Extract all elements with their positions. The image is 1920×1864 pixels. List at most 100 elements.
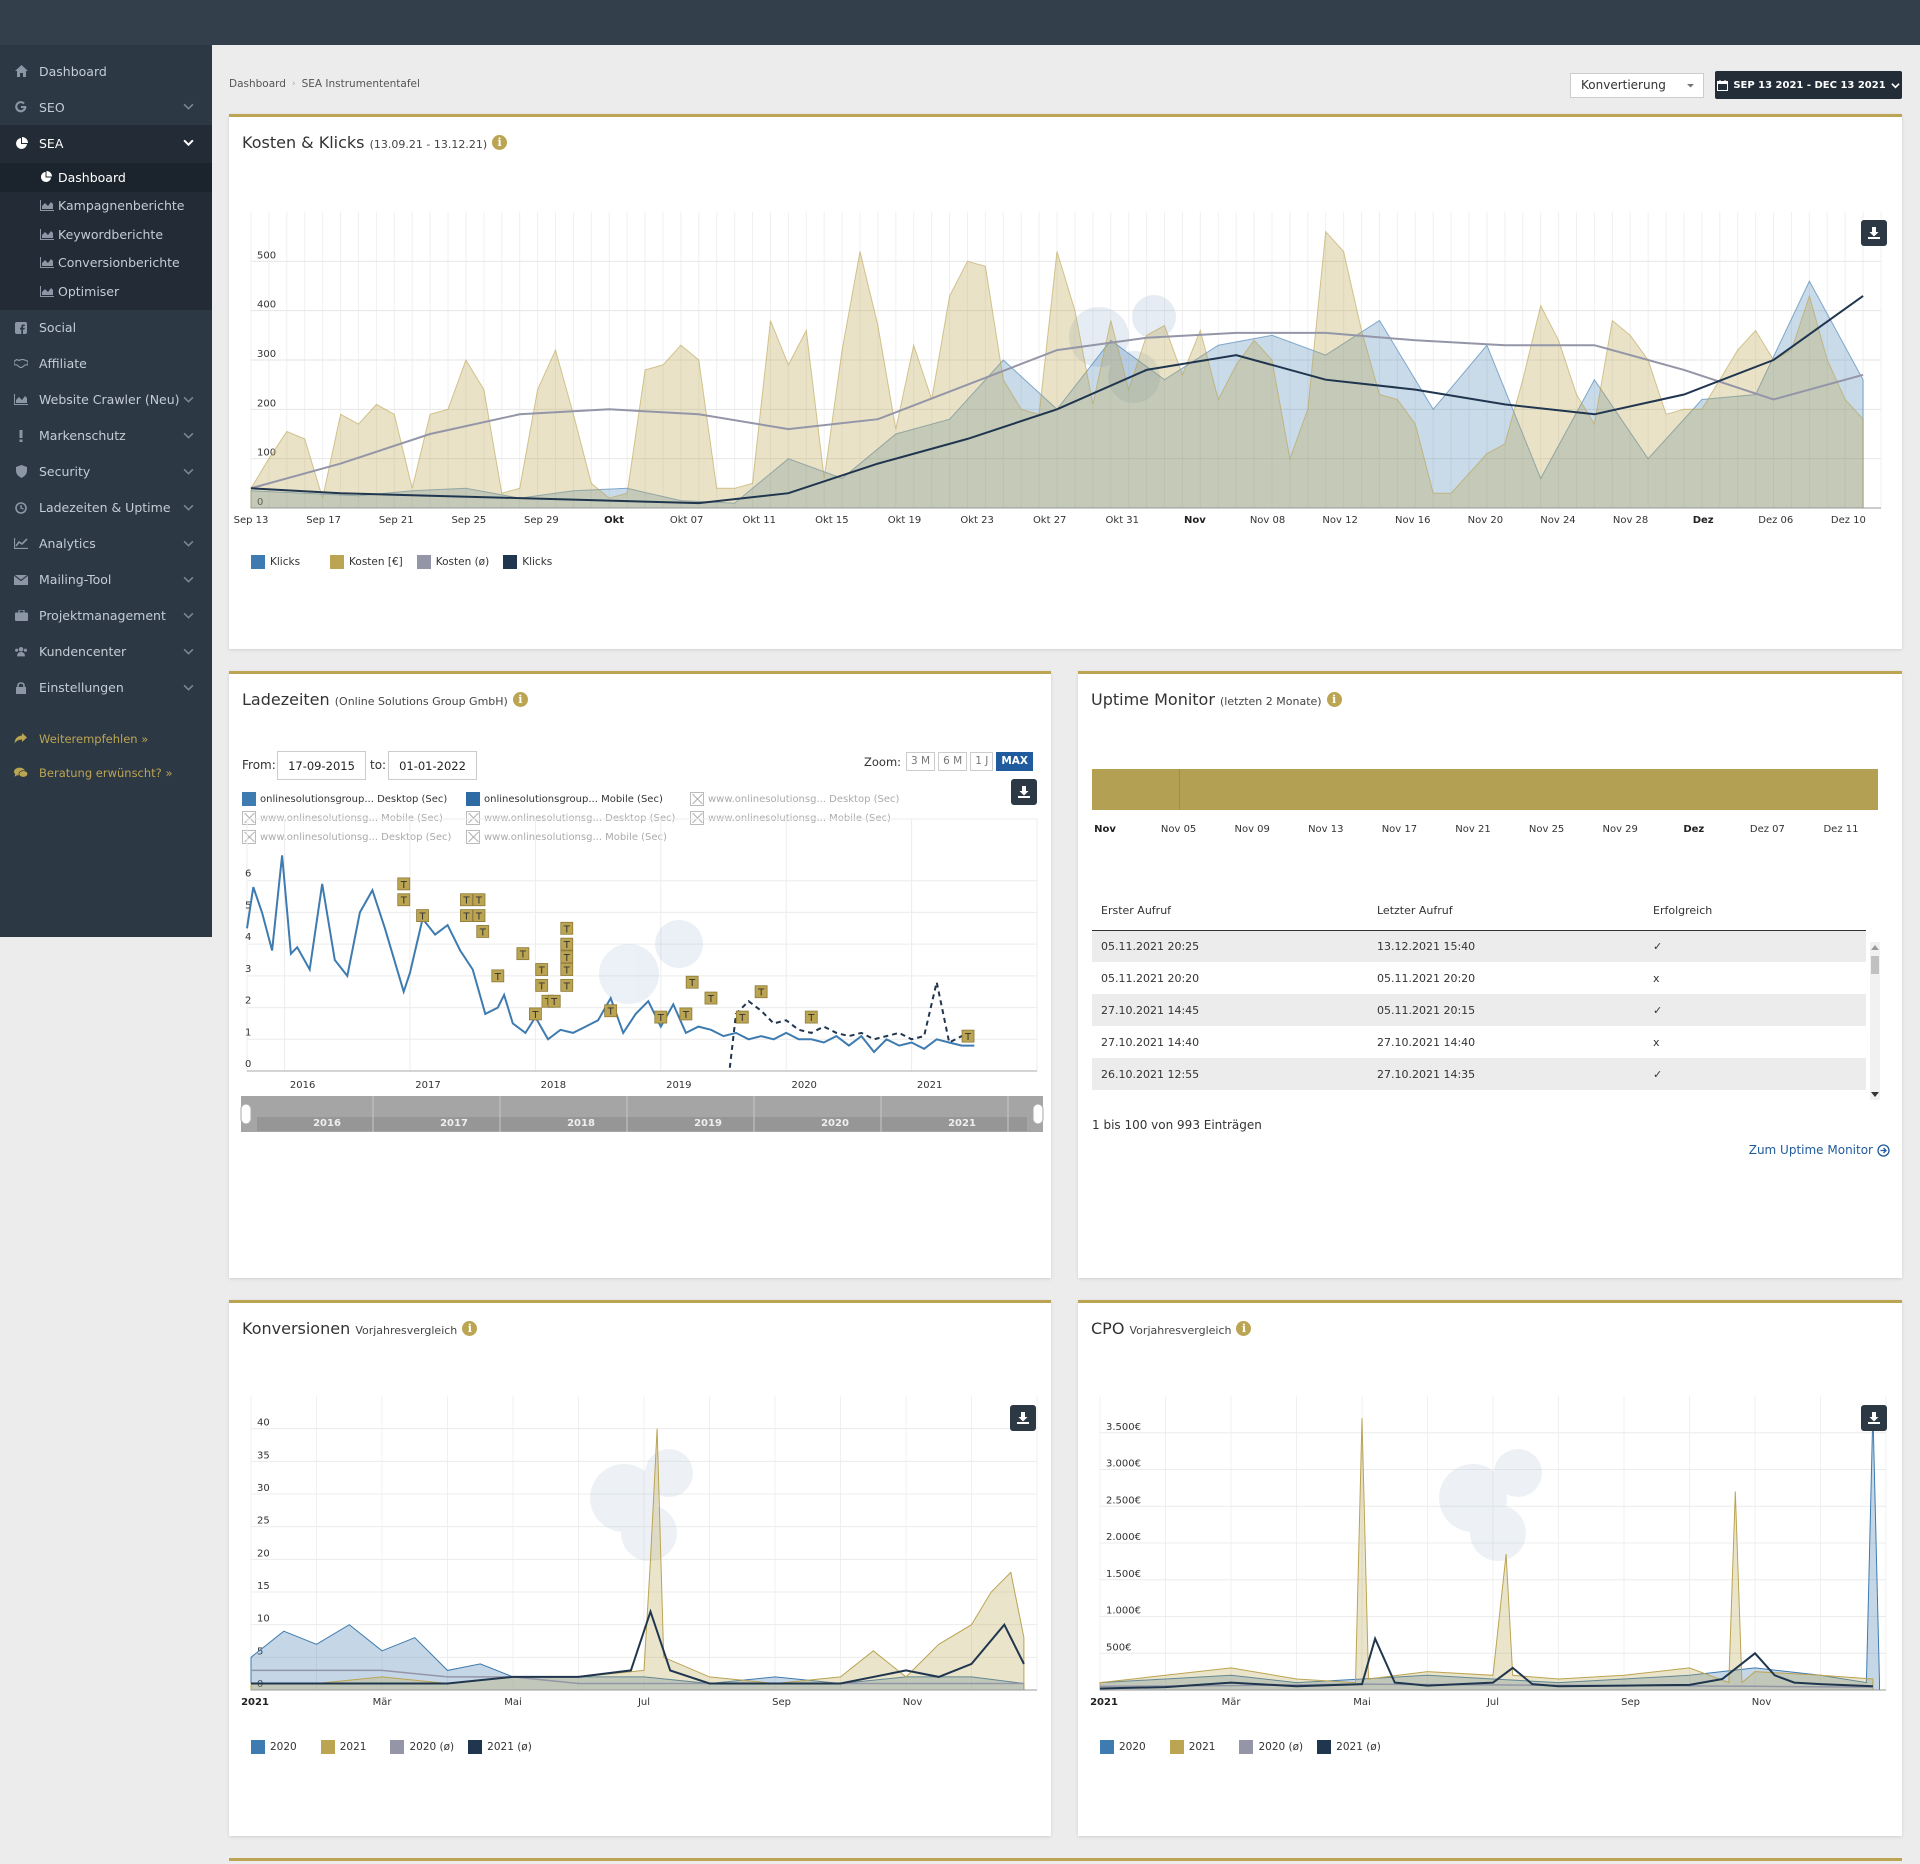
zoom-1j-button[interactable]: 1 J <box>970 752 994 771</box>
sidebar-item-sea[interactable]: SEA <box>0 125 212 161</box>
scroll-up-icon[interactable] <box>1871 944 1879 950</box>
legend-label: www.onlinesolutionsg... Desktop (Sec) <box>260 831 452 843</box>
event-flag-label: T <box>494 972 502 983</box>
legend-item-kosten[interactable]: Kosten [€] <box>330 555 403 569</box>
y-tick-label: 1.500€ <box>1106 1569 1141 1580</box>
info-icon[interactable]: i <box>1326 692 1342 707</box>
y-tick-label: 500€ <box>1106 1642 1131 1653</box>
chevron-down-icon <box>183 540 194 547</box>
submenu-item-dashboard[interactable]: Dashboard <box>0 163 212 192</box>
sidebar-item-label: Analytics <box>39 536 96 551</box>
table-row: 05.11.2021 20:25 13.12.2021 15:40 ✓ <box>1092 930 1866 962</box>
zoom-max-button[interactable]: MAX <box>996 752 1033 771</box>
x-tick-label: Okt 23 <box>960 515 994 526</box>
sea-submenu: Dashboard Kampagnenberichte Keywordberic… <box>0 161 212 310</box>
from-date-input[interactable]: 17-09-2015 <box>277 751 366 780</box>
download-button[interactable] <box>1861 1405 1887 1431</box>
legend-item-2020[interactable]: 2020 <box>1100 1740 1146 1754</box>
event-flag-label: T <box>563 924 571 935</box>
facebook-icon <box>14 321 28 335</box>
download-button[interactable] <box>1011 779 1037 805</box>
sidebar-item-seo[interactable]: SEO <box>0 89 212 125</box>
timeline-tick-label: Nov 29 <box>1602 824 1637 835</box>
legend-item-2020-avg[interactable]: 2020 (ø) <box>390 1740 454 1754</box>
legend-item-disabled[interactable]: www.onlinesolutionsg... Desktop (Sec) <box>466 811 675 825</box>
comments-icon <box>14 767 28 779</box>
zoom-3m-button[interactable]: 3 M <box>906 752 936 771</box>
column-header-erster-aufruf[interactable]: Erster Aufruf <box>1092 892 1368 931</box>
submenu-item-label: Kampagnenberichte <box>58 198 185 214</box>
x-tick-label: 2016 <box>290 1080 315 1091</box>
download-button[interactable] <box>1010 1405 1036 1431</box>
area-chart-icon <box>40 200 54 212</box>
submenu-item-conversionberichte[interactable]: Conversionberichte <box>0 249 212 278</box>
legend-item-disabled[interactable]: www.onlinesolutionsg... Desktop (Sec) <box>242 830 451 844</box>
zoom-6m-button[interactable]: 6 M <box>938 752 968 771</box>
event-flag-label: T <box>563 981 571 992</box>
event-flag <box>560 937 574 951</box>
sidebar-item-einstellungen[interactable]: Einstellungen <box>0 670 212 706</box>
recommend-link[interactable]: Weiterempfehlen » <box>0 722 212 756</box>
legend-item-2021-avg[interactable]: 2021 (ø) <box>1317 1740 1381 1754</box>
legend-item-klicks-avg[interactable]: Klicks <box>503 555 552 569</box>
x-tick-label: Okt 27 <box>1033 515 1067 526</box>
sidebar-item-website-crawler[interactable]: Website Crawler (Neu) <box>0 382 212 418</box>
legend-item-2021[interactable]: 2021 <box>320 1740 366 1754</box>
x-tick-label: Nov <box>1752 1697 1772 1708</box>
legend-item-2021-avg[interactable]: 2021 (ø) <box>468 1740 532 1754</box>
event-flag <box>472 909 486 923</box>
column-header-letzter-aufruf[interactable]: Letzter Aufruf <box>1368 892 1644 931</box>
legend-item-disabled[interactable]: www.onlinesolutionsg... Mobile (Sec) <box>466 830 667 844</box>
legend-item-kosten-avg[interactable]: Kosten (ø) <box>416 555 489 569</box>
sidebar-item-markenschutz[interactable]: Markenschutz <box>0 418 212 454</box>
table-row: 27.10.2021 14:45 05.11.2021 20:15 ✓ <box>1092 994 1866 1026</box>
sidebar-item-label: Security <box>39 464 91 479</box>
event-flag-label: T <box>462 912 470 923</box>
to-date-input[interactable]: 01-01-2022 <box>388 751 477 780</box>
sidebar-item-mailing-tool[interactable]: Mailing-Tool <box>0 562 212 598</box>
info-icon[interactable]: i <box>492 135 508 150</box>
series-area-0 <box>250 279 1864 509</box>
sidebar-item-kundencenter[interactable]: Kundencenter <box>0 634 212 670</box>
scroll-down-icon[interactable] <box>1871 1092 1879 1098</box>
sidebar-item-social[interactable]: Social <box>0 310 212 346</box>
column-header-erfolgreich[interactable]: Erfolgreich <box>1644 892 1866 931</box>
submenu-item-keywordberichte[interactable]: Keywordberichte <box>0 220 212 249</box>
y-tick-label: 300 <box>257 349 276 360</box>
sidebar-item-affiliate[interactable]: Affiliate <box>0 346 212 382</box>
legend-item-disabled[interactable]: www.onlinesolutionsg... Desktop (Sec) <box>690 792 899 806</box>
consulting-link[interactable]: Beratung erwünscht? » <box>0 756 212 790</box>
legend-item-disabled[interactable]: www.onlinesolutionsg... Mobile (Sec) <box>242 811 443 825</box>
info-icon[interactable]: i <box>512 692 528 707</box>
legend-item[interactable]: onlinesolutionsgroup... Desktop (Sec) <box>242 792 447 806</box>
metric-select[interactable]: Konvertierung <box>1570 73 1704 98</box>
legend-item-2021[interactable]: 2021 <box>1169 1740 1215 1754</box>
info-icon[interactable]: i <box>462 1321 478 1336</box>
legend-item-klicks[interactable]: Klicks <box>251 555 300 569</box>
x-tick-label: 2018 <box>541 1080 566 1091</box>
download-button[interactable] <box>1861 220 1887 246</box>
sidebar-item-analytics[interactable]: Analytics <box>0 526 212 562</box>
legend-item[interactable]: onlinesolutionsgroup... Mobile (Sec) <box>466 792 663 806</box>
exclamation-icon <box>14 429 28 443</box>
submenu-item-kampagnenberichte[interactable]: Kampagnenberichte <box>0 192 212 221</box>
legend-swatch <box>466 792 480 806</box>
scrollbar-thumb[interactable] <box>1871 956 1879 974</box>
submenu-item-optimiser[interactable]: Optimiser <box>0 277 212 306</box>
table-scrollbar[interactable] <box>1870 942 1880 1100</box>
info-icon[interactable]: i <box>1236 1321 1252 1336</box>
legend-item-2020[interactable]: 2020 <box>251 1740 297 1754</box>
lock-icon <box>14 681 28 695</box>
sidebar-item-security[interactable]: Security <box>0 454 212 490</box>
uptime-monitor-link[interactable]: Zum Uptime Monitor <box>1749 1143 1890 1157</box>
x-tick-label: Jul <box>637 1697 650 1708</box>
sidebar-item-ladezeiten[interactable]: Ladezeiten & Uptime <box>0 490 212 526</box>
legend-item-2020-avg[interactable]: 2020 (ø) <box>1239 1740 1303 1754</box>
date-range-button[interactable]: SEP 13 2021 - DEC 13 2021 <box>1715 71 1902 99</box>
legend-item-disabled[interactable]: www.onlinesolutionsg... Mobile (Sec) <box>690 811 891 825</box>
breadcrumb-home[interactable]: Dashboard <box>229 78 286 90</box>
sidebar-item-projektmanagement[interactable]: Projektmanagement <box>0 598 212 634</box>
y-tick-label: 35 <box>257 1450 270 1461</box>
panel-title: Kosten & Klicks (13.09.21 - 13.12.21) i <box>242 133 508 152</box>
sidebar-item-dashboard[interactable]: Dashboard <box>0 53 212 89</box>
